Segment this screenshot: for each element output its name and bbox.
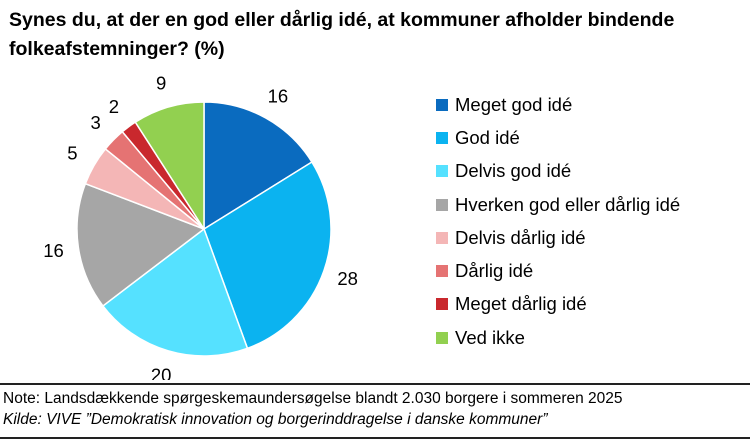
legend-swatch: [436, 265, 448, 278]
chart-title: Synes du, at der en god eller dårlig idé…: [9, 9, 675, 60]
chart-source: Kilde: VIVE ”Demokratisk innovation og b…: [3, 411, 548, 428]
pie-data-label-7: 9: [156, 73, 166, 94]
legend-label: Delvis god idé: [455, 160, 572, 182]
legend-swatch: [436, 165, 448, 178]
legend-label: Meget god idé: [455, 93, 573, 115]
legend-label: Dårlig idé: [455, 260, 534, 282]
pie-slice-7: [134, 101, 205, 232]
pie-data-label-6: 2: [109, 96, 119, 117]
pie-slices: [76, 101, 332, 357]
legend-item-0: Meget god idé: [436, 88, 680, 121]
divider: [0, 383, 750, 385]
pie-data-label-2: 20: [151, 364, 172, 380]
legend-label: Ved ikke: [455, 326, 525, 348]
pie-data-label-0: 16: [268, 86, 289, 107]
divider-bottom: [0, 437, 750, 439]
pie-data-label-3: 16: [43, 240, 64, 261]
legend-item-6: Meget dårlig idé: [436, 288, 680, 321]
pie-data-label-5: 3: [91, 112, 101, 133]
legend-item-3: Hverken god eller dårlig idé: [436, 188, 680, 221]
pie-slice-1: [203, 161, 332, 350]
legend-swatch: [436, 198, 448, 211]
legend-item-4: Delvis dårlig idé: [436, 221, 680, 254]
legend-swatch: [436, 231, 448, 244]
legend-label: God idé: [455, 126, 520, 148]
pie-labels: 16 28 20 16 532 9: [43, 73, 358, 380]
legend-swatch: [436, 131, 448, 144]
legend-item-5: Dårlig idé: [436, 254, 680, 287]
legend-label: Hverken god eller dårlig idé: [455, 193, 681, 215]
pie-slice-3: [76, 182, 206, 307]
legend-label: Delvis dårlig idé: [455, 226, 586, 248]
legend-item-7: Ved ikke: [436, 321, 680, 354]
pie-slice-0: [203, 101, 313, 231]
chart-legend: Meget god idé God idé Delvis god idé Hverke…: [436, 88, 680, 354]
legend-swatch: [436, 98, 448, 111]
pie-data-label-4: 5: [67, 143, 77, 164]
legend-label: Meget dårlig idé: [455, 293, 587, 315]
pie-slice-2: [101, 227, 249, 357]
pie-chart: 16 28 20 16 532 9: [43, 73, 358, 380]
legend-item-2: Delvis god idé: [436, 155, 680, 188]
legend-swatch: [436, 298, 448, 311]
legend-item-1: God idé: [436, 121, 680, 154]
pie-data-label-1: 28: [337, 268, 358, 289]
legend-swatch: [436, 331, 448, 344]
chart-note: Note: Landsdækkende spørgeskemaundersøge…: [3, 390, 623, 407]
